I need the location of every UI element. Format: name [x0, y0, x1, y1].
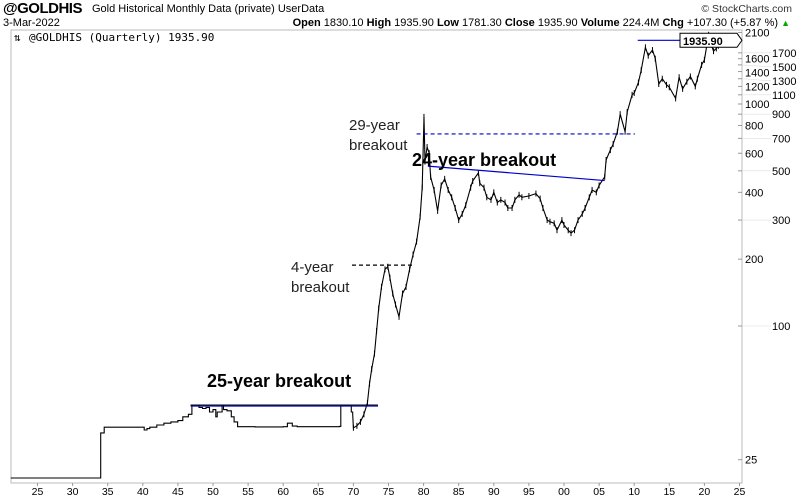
x-tick-label: 30: [67, 486, 79, 498]
x-tick-label: 65: [312, 486, 324, 498]
breakout-line: [427, 165, 605, 182]
y-tick-label: 1500: [772, 62, 796, 74]
y-tick-label: 1200: [745, 82, 769, 94]
quote-date: 3-Mar-2022: [3, 17, 60, 29]
close-label: Close: [504, 17, 535, 29]
y-tick-label: 25: [745, 455, 757, 467]
annotation-label: breakout: [291, 279, 350, 296]
y-tick-label: 1000: [745, 99, 769, 111]
y-tick-label: 2100: [745, 27, 769, 39]
annotation-label: 29-year: [349, 117, 400, 134]
y-tick-label: 600: [745, 148, 763, 160]
x-tick-label: 50: [207, 486, 219, 498]
last-value-box: [679, 32, 743, 48]
y-tick-label: 400: [745, 187, 763, 199]
copyright[interactable]: © StockCharts.com: [701, 3, 792, 15]
x-tick-label: 10: [628, 486, 640, 498]
x-tick-label: 70: [348, 486, 360, 498]
high-value: 1935.90: [394, 17, 434, 29]
x-tick-label: 80: [418, 486, 430, 498]
high-label: High: [366, 17, 392, 29]
y-tick-label: 1700: [772, 48, 796, 60]
x-tick-label: 00: [558, 486, 570, 498]
y-tick-label: 1600: [745, 54, 769, 66]
y-tick-label: 800: [745, 121, 763, 133]
quote-summary: Open 1830.10 High 1935.90 Low 1781.30 Cl…: [293, 17, 790, 29]
annotation-label: 24-year breakout: [412, 150, 556, 170]
open-label: Open: [292, 17, 321, 29]
y-tick-label: 1400: [745, 68, 769, 80]
plot-area: [10, 29, 743, 484]
x-tick-label: 85: [453, 486, 465, 498]
chg-value: +107.30 (+5.87 %): [686, 17, 779, 29]
x-tick-label: 95: [523, 486, 535, 498]
y-tick-leader: [741, 78, 772, 82]
chg-label: Chg: [662, 17, 684, 29]
open-value: 1830.10: [323, 17, 364, 29]
x-tick-label: 55: [242, 486, 254, 498]
y-tick-label: 1100: [772, 90, 796, 102]
y-tick-label: 900: [772, 109, 790, 121]
annotation-label: 25-year breakout: [207, 371, 351, 391]
low-label: Low: [436, 17, 459, 29]
volume-label: Volume: [580, 17, 620, 29]
x-tick-label: 15: [663, 486, 675, 498]
y-tick-label: 200: [745, 254, 763, 266]
x-tick-label: 40: [137, 486, 149, 498]
x-tick-label: 35: [102, 486, 114, 498]
annotation-label: 4-year: [291, 259, 334, 276]
description: Gold Historical Monthly Data (private) U…: [92, 3, 325, 15]
low-value: 1781.30: [462, 17, 502, 29]
up-arrow-icon: ▲: [781, 18, 790, 28]
symbol: @GOLDHIS: [3, 0, 82, 17]
x-tick-label: 20: [699, 486, 711, 498]
volume-value: 224.4M: [622, 17, 660, 29]
x-tick-label: 25: [32, 486, 44, 498]
y-tick-leader: [741, 64, 772, 68]
x-tick-label: 90: [488, 486, 500, 498]
y-tick-label: 100: [772, 321, 790, 333]
price-line: [10, 34, 721, 479]
y-tick-label: 500: [772, 166, 790, 178]
x-tick-label: 60: [277, 486, 289, 498]
x-tick-label: 05: [593, 486, 605, 498]
y-tick-label: 700: [772, 133, 790, 145]
annotation-label: breakout: [349, 137, 408, 154]
x-tick-label: 75: [383, 486, 395, 498]
close-value: 1935.90: [537, 17, 578, 29]
chart-legend: @GOLDHIS (Quarterly) 1935.90: [29, 31, 214, 44]
x-tick-label: 25: [734, 486, 746, 498]
y-tick-label: 1300: [772, 76, 796, 88]
x-tick-label: 45: [172, 486, 184, 498]
last-value-label: 1935.90: [683, 36, 723, 48]
legend-icon: ⇅: [14, 31, 21, 44]
y-tick-label: 300: [772, 215, 790, 227]
